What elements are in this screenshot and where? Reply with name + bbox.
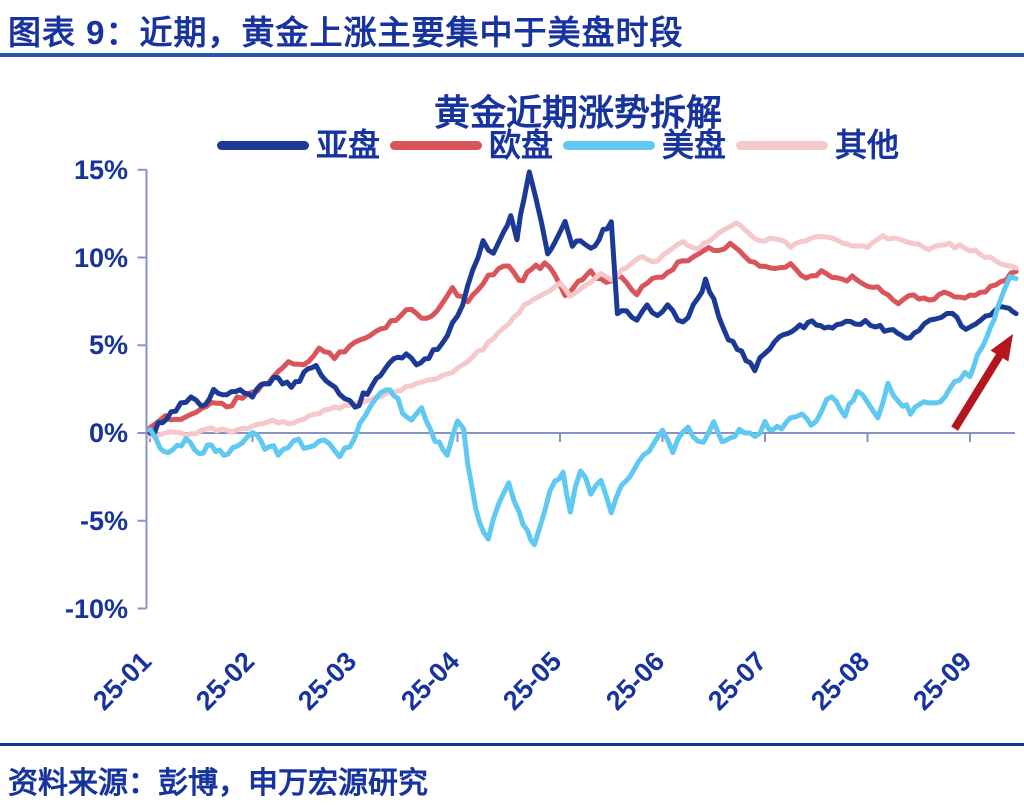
series-line-0 [147,169,1019,437]
series-line-1 [147,240,1019,431]
y-axis-label-2: 5% [88,330,128,361]
legend-label-0: 亚盘 [315,127,380,163]
series-line-2 [147,274,1019,548]
legend-label-1: 欧盘 [488,127,553,163]
legend-item-1: 欧盘 [389,127,553,163]
y-axis-label-5: -10% [64,593,128,624]
legend-label-3: 其他 [835,127,900,163]
surge-arrow [951,333,1014,431]
legend-item-2: 美盘 [563,129,726,161]
legend-item-0: 亚盘 [216,127,380,163]
page-title: 图表 9：近期，黄金上涨主要集中于美盘时段 [8,14,684,51]
header-underline [0,53,1024,57]
series-line-3 [147,220,1019,439]
legend-swatch-1 [389,140,482,150]
chart-title: 黄金近期涨势拆解 [433,92,722,133]
legend-swatch-0 [216,140,309,150]
source-note: 资料来源：彭博，申万宏源研究 [8,767,428,800]
legend-item-3: 其他 [736,129,899,161]
y-axis-label-3: 0% [88,418,128,448]
y-axis-label-1: 10% [73,242,128,273]
legend-swatch-2 [563,140,655,150]
chart-legend: 亚盘 欧盘 美盘 其他 [150,127,966,163]
y-axis-label-4: -5% [79,505,128,536]
footer-divider [0,743,1024,746]
y-axis-label-0: 15% [73,154,128,185]
legend-swatch-3 [736,140,829,150]
legend-label-2: 美盘 [662,127,727,163]
